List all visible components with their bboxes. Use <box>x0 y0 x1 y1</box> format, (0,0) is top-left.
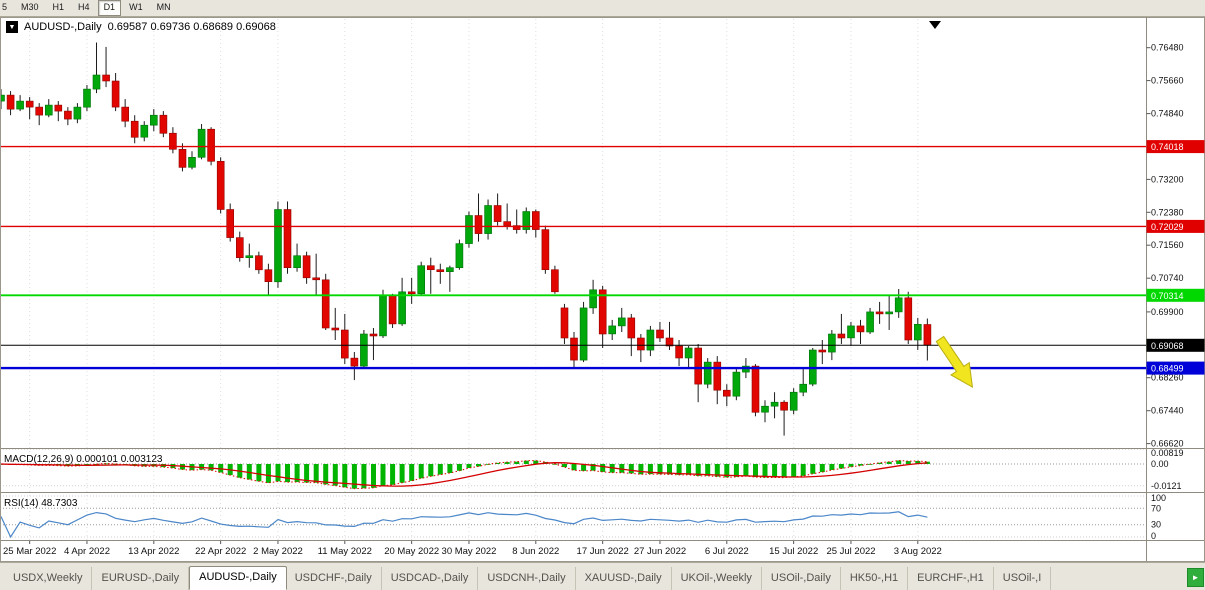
svg-text:2 May 2022: 2 May 2022 <box>253 546 303 557</box>
tab-usdchf-daily[interactable]: USDCHF-,Daily <box>286 567 382 590</box>
tab-hk50-h1[interactable]: HK50-,H1 <box>841 567 909 590</box>
svg-text:22 Apr 2022: 22 Apr 2022 <box>195 546 246 557</box>
time-axis[interactable]: 25 Mar 2022 4 Apr 2022 13 Apr 2022 22 Apr 2… <box>3 541 942 557</box>
svg-text:0: 0 <box>1151 531 1156 541</box>
tab-usoil-i[interactable]: USOil-,I <box>994 567 1052 590</box>
timeframe-button-h4[interactable]: H4 <box>78 2 90 12</box>
svg-text:0.00819: 0.00819 <box>1151 448 1184 458</box>
svg-text:0.76480: 0.76480 <box>1151 43 1184 53</box>
svg-text:-0.0121: -0.0121 <box>1151 481 1182 491</box>
svg-text:6 Jul 2022: 6 Jul 2022 <box>705 546 749 557</box>
legend-symbol: AUDUSD-,Daily <box>24 21 102 33</box>
svg-text:0.73200: 0.73200 <box>1151 174 1184 184</box>
tab-audusd-daily[interactable]: AUDUSD-,Daily <box>189 566 287 590</box>
tab-scroll-right-button[interactable]: ► <box>1187 568 1204 587</box>
svg-text:4 Apr 2022: 4 Apr 2022 <box>64 546 110 557</box>
svg-text:70: 70 <box>1151 503 1161 513</box>
svg-text:0.74018: 0.74018 <box>1151 142 1184 152</box>
symbol-dropdown-icon[interactable]: ▼ <box>6 21 18 33</box>
trend-arrow[interactable] <box>931 333 982 393</box>
macd-label: MACD(12,26,9) 0.000101 0.003123 <box>4 454 163 465</box>
chart-tabs-list: USDX,Weekly EURUSD-,Daily AUDUSD-,Daily USD… <box>4 566 1052 590</box>
svg-text:0.75660: 0.75660 <box>1151 76 1184 86</box>
svg-text:0.74840: 0.74840 <box>1151 109 1184 119</box>
svg-text:30: 30 <box>1151 520 1161 530</box>
svg-text:11 May 2022: 11 May 2022 <box>318 546 372 557</box>
tab-usdx-weekly[interactable]: USDX,Weekly <box>4 567 93 590</box>
svg-text:17 Jun 2022: 17 Jun 2022 <box>577 546 629 557</box>
tab-usoil-daily[interactable]: USOil-,Daily <box>762 567 841 590</box>
rsi-line <box>0 511 928 539</box>
timeframe-button-5[interactable]: 5 <box>2 2 8 12</box>
drawings <box>929 21 982 393</box>
tab-eurchf-h1[interactable]: EURCHF-,H1 <box>908 567 994 590</box>
chart-area: 0.76480 0.75660 0.74840 0.73200 0.72380 0.715… <box>0 17 1205 562</box>
rsi-panel <box>0 511 928 539</box>
tab-usdcad-daily[interactable]: USDCAD-,Daily <box>382 567 479 590</box>
macd-signal-line <box>0 462 928 487</box>
svg-text:0.66620: 0.66620 <box>1151 439 1184 449</box>
macd-panel <box>0 459 930 490</box>
tab-eurusd-daily[interactable]: EURUSD-,Daily <box>92 567 190 590</box>
svg-text:20 May 2022: 20 May 2022 <box>384 546 439 557</box>
svg-text:0.69068: 0.69068 <box>1151 341 1184 351</box>
svg-text:100: 100 <box>1151 493 1166 503</box>
svg-text:0.72029: 0.72029 <box>1151 222 1184 232</box>
timeframe-button-d1[interactable]: D1 <box>97 0 122 16</box>
timeframe-button-m30[interactable]: M30 <box>21 2 39 12</box>
timeframe-button-w1[interactable]: W1 <box>129 2 143 12</box>
svg-text:8 Jun 2022: 8 Jun 2022 <box>512 546 559 557</box>
svg-text:13 Apr 2022: 13 Apr 2022 <box>128 546 179 557</box>
svg-text:0.68499: 0.68499 <box>1151 364 1184 374</box>
svg-text:0.00: 0.00 <box>1151 459 1169 469</box>
svg-text:0.69900: 0.69900 <box>1151 307 1184 317</box>
tab-xauusd-daily[interactable]: XAUUSD-,Daily <box>576 567 672 590</box>
pane-borders <box>0 17 1205 562</box>
svg-text:0.67440: 0.67440 <box>1151 406 1184 416</box>
svg-text:0.70314: 0.70314 <box>1151 291 1184 301</box>
chart-legend: ▼ AUDUSD-,Daily 0.69587 0.69736 0.68689 … <box>6 21 276 33</box>
svg-text:3 Aug 2022: 3 Aug 2022 <box>894 546 942 557</box>
svg-text:0.70740: 0.70740 <box>1151 273 1184 283</box>
tab-ukoil-weekly[interactable]: UKOil-,Weekly <box>672 567 762 590</box>
down-marker-icon[interactable] <box>929 21 941 29</box>
svg-text:0.72380: 0.72380 <box>1151 207 1184 217</box>
chart-tabs: USDX,Weekly EURUSD-,Daily AUDUSD-,Daily USD… <box>0 562 1205 590</box>
svg-text:0.68260: 0.68260 <box>1151 373 1184 383</box>
svg-text:30 May 2022: 30 May 2022 <box>442 546 497 557</box>
timeframe-button-h1[interactable]: H1 <box>52 2 65 12</box>
tab-usdcnh-daily[interactable]: USDCNH-,Daily <box>478 567 576 590</box>
timeframe-toolbar: 5 M30 H1 H4 D1 W1 MN <box>0 0 1205 17</box>
candles-layer <box>0 42 932 436</box>
legend-ohlc: 0.69587 0.69736 0.68689 0.69068 <box>107 21 276 33</box>
rsi-label: RSI(14) 48.7303 <box>4 498 78 509</box>
svg-text:0.71560: 0.71560 <box>1151 240 1184 250</box>
svg-text:27 Jun 2022: 27 Jun 2022 <box>634 546 686 557</box>
svg-text:25 Mar 2022: 25 Mar 2022 <box>3 546 56 557</box>
svg-text:25 Jul 2022: 25 Jul 2022 <box>826 546 875 557</box>
svg-text:15 Jul 2022: 15 Jul 2022 <box>769 546 818 557</box>
timeframe-button-mn[interactable]: MN <box>156 2 171 12</box>
price-chart-canvas[interactable]: 0.76480 0.75660 0.74840 0.73200 0.72380 0.715… <box>0 17 1205 562</box>
level-labels: 0.74018 0.72029 0.70314 0.69068 0.68499 <box>1146 140 1205 375</box>
